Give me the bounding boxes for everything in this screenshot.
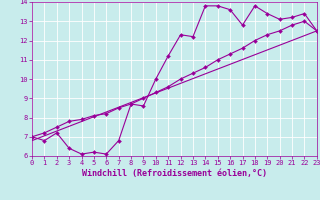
X-axis label: Windchill (Refroidissement éolien,°C): Windchill (Refroidissement éolien,°C) (82, 169, 267, 178)
